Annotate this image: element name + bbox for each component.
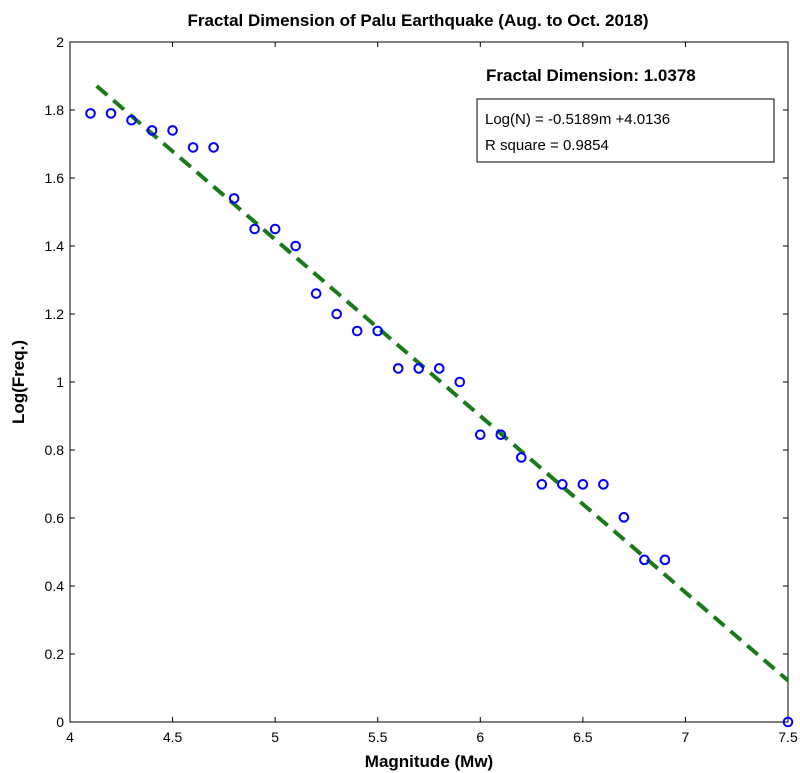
y-tick-label: 0.6 [45,510,65,526]
data-point [331,308,342,320]
data-point [392,363,404,374]
data-point [557,479,568,490]
data-point [474,429,486,441]
fit-line-layer [95,84,790,683]
y-tick-label: 0.2 [45,646,65,662]
data-point [659,554,671,566]
x-tick-label: 7.5 [778,729,798,745]
data-point [433,363,445,374]
data-point [495,429,507,441]
data-point [516,452,527,463]
x-tick-label: 6 [476,729,484,745]
data-point [413,363,425,374]
chart-title: Fractal Dimension of Palu Earthquake (Au… [188,11,649,30]
data-point [577,479,589,490]
axis-ticks: 4 4.5 5 5.5 6 6.5 7 7.5 0 0.2 0.4 0.6 0.8 1 1.2 1.4 1.6 1… [45,34,798,745]
y-tick-label: 1.2 [45,306,65,322]
data-point [208,142,219,153]
y-tick-label: 1.6 [45,170,65,186]
data-point [372,325,384,337]
x-tick-label: 6.5 [573,729,593,745]
data-point [639,554,650,566]
data-point [454,376,466,388]
y-tick-label: 1 [56,374,64,390]
y-tick-label: 0.4 [45,578,65,594]
data-point [85,108,96,119]
fit-equation-box-frame [476,98,775,163]
data-point [310,288,322,299]
fit-equation-box: Log(N) = -0.5189m +4.0136 R square = 0.9… [476,98,775,163]
data-point [618,512,630,523]
y-tick-label: 2 [56,34,64,50]
y-tick-label: 1.4 [45,238,65,254]
data-point [146,125,158,136]
x-axis-label: Magnitude (Mw) [365,752,493,771]
data-point [187,142,199,153]
data-point [249,223,260,235]
data-points-layer [85,108,794,728]
data-point [105,108,117,119]
y-axis-label: Log(Freq.) [9,340,28,424]
fit-equation-text: Log(N) = -0.5189m +4.0136 [485,111,670,128]
x-tick-label: 5 [271,729,279,745]
data-point [782,716,794,728]
data-point [126,114,137,126]
x-tick-label: 5.5 [368,729,388,745]
fit-line [95,84,790,683]
data-point [536,479,548,490]
data-point [598,479,609,490]
x-tick-label: 4.5 [163,729,183,745]
r-square-text: R square = 0.9854 [485,137,609,154]
data-point [290,240,301,252]
fractal-dimension-annotation: Fractal Dimension: 1.0378 [486,66,696,85]
x-tick-label: 4 [66,729,74,745]
y-tick-label: 1.8 [45,102,65,118]
data-point [228,193,240,204]
x-tick-label: 7 [682,729,690,745]
data-point [351,325,363,337]
y-tick-label: 0.8 [45,442,65,458]
data-point [167,125,178,136]
y-tick-label: 0 [56,714,64,730]
data-point [269,223,281,235]
